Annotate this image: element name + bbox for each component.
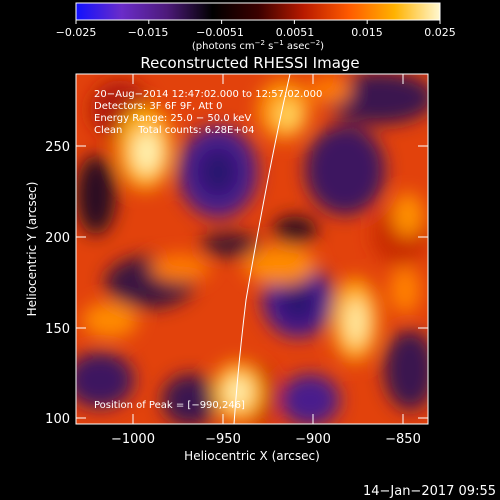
plot-frame bbox=[75, 73, 429, 425]
negative-region bbox=[162, 374, 218, 424]
y-tick-label: 200 bbox=[45, 231, 70, 246]
bright-source bbox=[82, 302, 138, 338]
x-tick-label: −900 bbox=[295, 432, 331, 447]
colorbar-unit-label: (photons cm−2 s−1 asec−2) bbox=[192, 39, 324, 52]
info-line-time-range: 20−Aug−2014 12:47:02.000 to 12:57:02.000 bbox=[94, 89, 322, 100]
negative-region bbox=[280, 374, 340, 424]
colorbar-tick-label: 0.0051 bbox=[276, 26, 315, 39]
colorbar-tick-label: −0.0051 bbox=[196, 26, 244, 39]
x-tick-label: −950 bbox=[205, 432, 241, 447]
colorbar-tick-marks bbox=[75, 20, 441, 24]
bright-source bbox=[276, 101, 300, 129]
negative-region bbox=[200, 233, 260, 257]
solar-limb-line bbox=[233, 74, 291, 424]
y-tick-label: 150 bbox=[45, 322, 70, 337]
y-axis-label: Heliocentric Y (arcsec) bbox=[25, 182, 39, 317]
x-axis-label: Heliocentric X (arcsec) bbox=[184, 449, 320, 463]
negative-region bbox=[273, 216, 317, 244]
colorbar-tick-label: 0.025 bbox=[424, 26, 456, 39]
bright-source bbox=[150, 254, 210, 282]
bright-source bbox=[244, 245, 316, 285]
negative-region bbox=[76, 155, 116, 235]
colorbar-tick-label: −0.015 bbox=[128, 26, 169, 39]
peak-position-label: Position of Peak = [−990,246] bbox=[94, 400, 245, 411]
x-tick-label: −850 bbox=[385, 432, 421, 447]
x-tick-label: −1000 bbox=[111, 432, 155, 447]
footer-timestamp: 14−Jan−2017 09:55 bbox=[363, 484, 496, 499]
bright-source bbox=[345, 298, 367, 346]
y-tick-label: 100 bbox=[45, 412, 70, 427]
bright-source bbox=[133, 130, 161, 174]
info-line-clean-counts: Clean Total counts: 6.28E+04 bbox=[94, 125, 254, 136]
plot-title: Reconstructed RHESSI Image bbox=[140, 54, 359, 72]
colorbar: −0.025 −0.015 −0.0051 0.0051 0.015 0.025… bbox=[56, 2, 456, 52]
bright-source bbox=[308, 76, 352, 104]
bright-source bbox=[226, 376, 250, 408]
y-axis-tick-marks bbox=[76, 145, 428, 419]
colorbar-gradient bbox=[75, 2, 441, 21]
info-line-detectors: Detectors: 3F 6F 9F, Att 0 bbox=[94, 101, 222, 112]
bright-source bbox=[389, 266, 421, 314]
negative-region bbox=[305, 125, 385, 215]
negative-region bbox=[280, 282, 316, 322]
negative-region bbox=[76, 352, 134, 408]
colorbar-tick-label: −0.025 bbox=[56, 26, 97, 39]
info-line-energy-range: Energy Range: 25.0 − 50.0 keV bbox=[94, 113, 251, 124]
colorbar-tick-label: 0.015 bbox=[351, 26, 383, 39]
x-axis-tick-marks bbox=[132, 74, 404, 424]
hxr-image bbox=[76, 74, 428, 424]
negative-region bbox=[198, 148, 238, 196]
bright-source bbox=[392, 193, 424, 237]
negative-region bbox=[384, 330, 428, 410]
y-tick-label: 250 bbox=[45, 140, 70, 155]
